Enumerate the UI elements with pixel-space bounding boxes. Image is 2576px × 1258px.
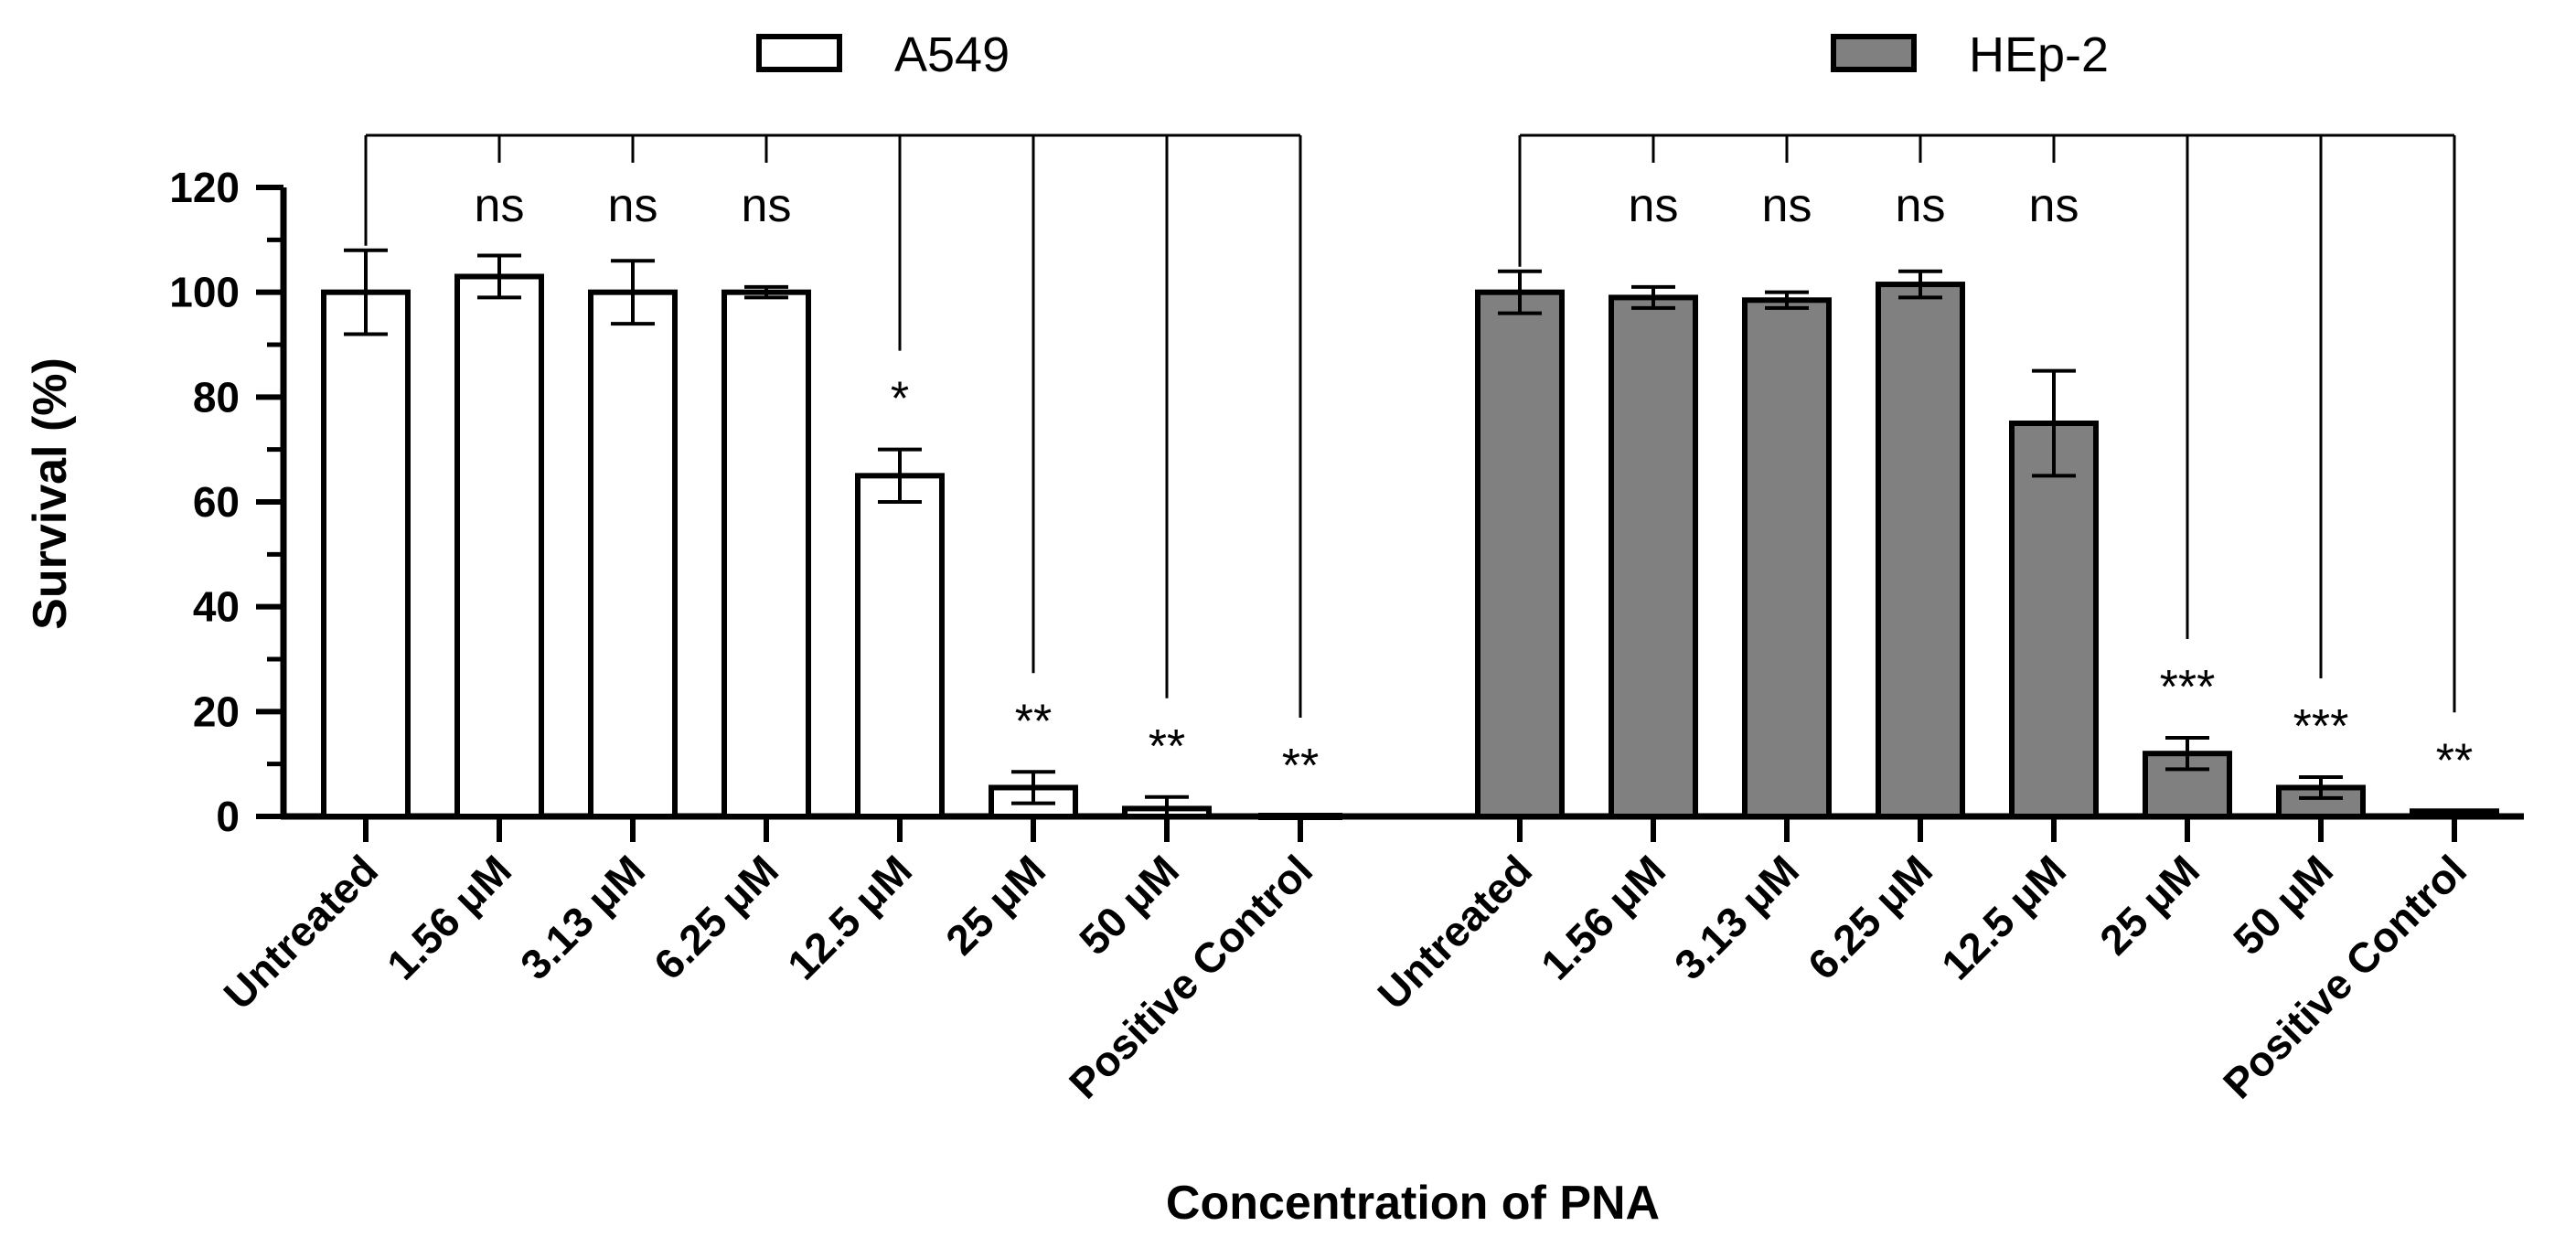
significance-label: ns: [1762, 179, 1812, 232]
bar-hep-2: [2410, 808, 2499, 819]
bar-a549: [855, 473, 945, 819]
significance-label: **: [1282, 740, 1319, 793]
bar-hep-2: [1609, 294, 1698, 819]
x-axis-title: Concentration of PNA: [1166, 1177, 1660, 1230]
x-tick-label: 1.56 μM: [1532, 846, 1674, 988]
x-tick-label: Untreated: [214, 846, 387, 1018]
legend-swatch-a549: [756, 34, 842, 72]
x-tick-label: 50 μM: [1070, 846, 1188, 964]
y-tick-label: 100: [169, 269, 240, 316]
significance-label: ***: [2160, 661, 2216, 714]
x-tick-label: 12.5 μM: [778, 846, 921, 988]
significance-label: **: [2436, 734, 2473, 787]
x-tick-label: Positive Control: [2214, 846, 2475, 1107]
bar-hep-2: [1742, 297, 1832, 819]
bar-a549: [721, 289, 811, 819]
x-tick-label: Positive Control: [1060, 846, 1321, 1107]
x-tick-label: 6.25 μM: [1799, 846, 1941, 988]
legend-label-a549: A549: [894, 27, 1010, 82]
y-tick-label: 120: [169, 164, 240, 211]
significance-label: ns: [1896, 179, 1946, 232]
bar-a549: [321, 289, 411, 819]
y-tick-label: 20: [193, 688, 240, 735]
bar-a549: [454, 273, 544, 819]
bar-hep-2: [1475, 289, 1565, 819]
significance-label: **: [1149, 720, 1185, 773]
x-tick-label: 50 μM: [2224, 846, 2342, 964]
y-tick-label: 40: [193, 583, 240, 631]
x-tick-label: 25 μM: [2090, 846, 2208, 964]
y-tick-label: 60: [193, 478, 240, 526]
x-tick-label: 25 μM: [936, 846, 1054, 964]
significance-label: ns: [608, 179, 658, 232]
x-tick-label: 12.5 μM: [1932, 846, 2075, 988]
significance-label: ns: [1629, 179, 1679, 232]
significance-label: **: [1015, 695, 1052, 748]
significance-label: ns: [742, 179, 792, 232]
legend: A549 HEp-2: [756, 27, 2109, 82]
legend-swatch-hep-2: [1831, 34, 1917, 72]
bar-a549: [588, 289, 678, 819]
y-axis-title: Survival (%): [24, 357, 77, 630]
significance-label: ns: [475, 179, 525, 232]
x-tick-label: 3.13 μM: [1665, 846, 1808, 988]
significance-label: ***: [2293, 700, 2349, 753]
significance-label: ns: [2029, 179, 2079, 232]
legend-label-hep-2: HEp-2: [1969, 27, 2109, 82]
significance-label: *: [891, 373, 909, 426]
y-tick-label: 0: [216, 793, 240, 840]
y-tick-label: 80: [193, 373, 240, 421]
x-tick-label: Untreated: [1368, 846, 1541, 1018]
bar-hep-2: [1876, 282, 1965, 820]
x-tick-label: 1.56 μM: [378, 846, 520, 988]
bar-hep-2: [2009, 421, 2099, 819]
x-tick-label: 3.13 μM: [511, 846, 654, 988]
x-tick-label: 6.25 μM: [645, 846, 787, 988]
